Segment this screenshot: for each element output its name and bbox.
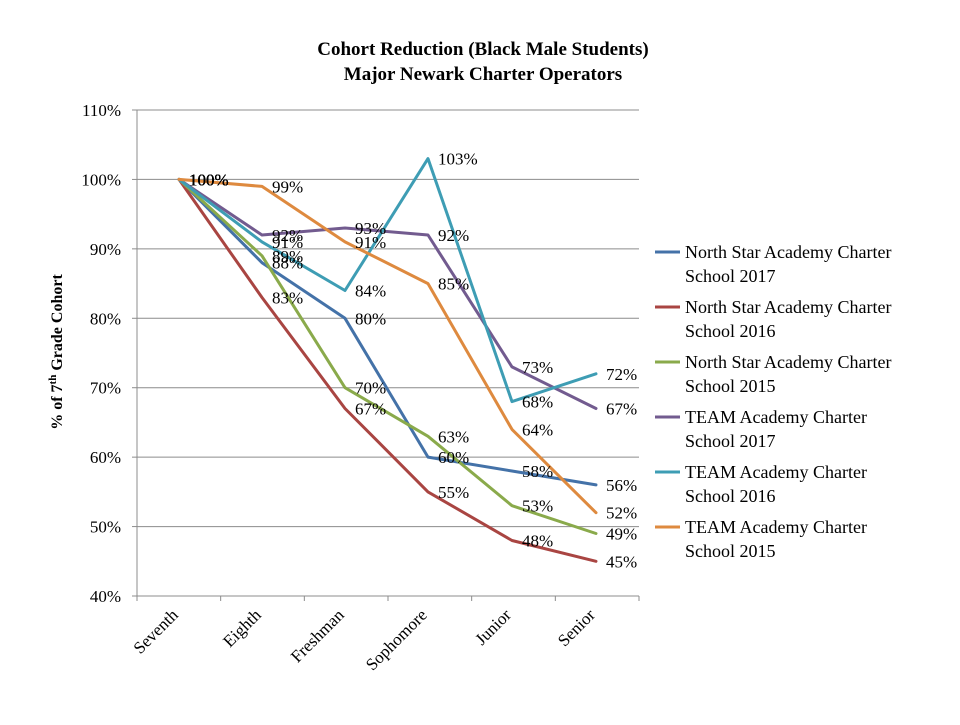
data-label: 88% xyxy=(272,254,303,273)
chart-title-line-1: Cohort Reduction (Black Male Students) xyxy=(317,39,648,60)
data-label: 80% xyxy=(355,309,386,328)
data-label: 73% xyxy=(522,358,553,377)
y-axis-label-superscript: th xyxy=(47,375,59,385)
y-tick-label: 80% xyxy=(90,309,121,328)
data-label: 100% xyxy=(189,170,229,189)
data-label: 91% xyxy=(355,233,386,252)
data-label: 67% xyxy=(606,400,637,419)
data-label: 100% xyxy=(189,170,229,189)
y-tick-label: 60% xyxy=(90,448,121,467)
series-lines xyxy=(177,157,598,563)
data-label: 100% xyxy=(189,170,229,189)
data-label: 83% xyxy=(272,288,303,307)
data-label: 100% xyxy=(189,170,229,189)
series-line xyxy=(177,157,598,404)
x-tick-labels: Seventh Eighth Freshman Sophomore Junior Seni… xyxy=(130,605,599,674)
y-tick-label: 70% xyxy=(90,379,121,398)
series-line xyxy=(177,177,598,487)
y-tick-label: 100% xyxy=(81,170,121,189)
x-tick-label: Eighth xyxy=(219,605,265,651)
data-label: 67% xyxy=(355,400,386,419)
legend-entry-label: TEAM Academy Charter xyxy=(685,407,867,427)
legend-entry-label: North Star Academy Charter xyxy=(685,297,891,317)
data-label: 45% xyxy=(606,552,637,571)
legend: North Star Academy Charter School 2017 Nor… xyxy=(655,242,891,561)
data-labels: 100%88%80%60%58%56%100%83%67%55%48%45%10… xyxy=(189,150,637,572)
data-label: 89% xyxy=(272,247,303,266)
data-label: 100% xyxy=(189,170,229,189)
series-line xyxy=(177,177,598,515)
x-tick-label: Freshman xyxy=(287,605,348,666)
series-line xyxy=(177,177,598,535)
data-label: 48% xyxy=(522,531,553,550)
data-label: 49% xyxy=(606,525,637,544)
data-label: 63% xyxy=(438,427,469,446)
data-label: 52% xyxy=(606,504,637,523)
data-label: 92% xyxy=(272,226,303,245)
data-label: 56% xyxy=(606,476,637,495)
y-axis-label: % of 7th Grade Cohort xyxy=(47,274,66,430)
chart-title: Cohort Reduction (Black Male Students) M… xyxy=(317,39,648,85)
x-tick-label: Seventh xyxy=(130,605,183,658)
x-tick-label: Sophomore xyxy=(362,605,431,674)
series-line xyxy=(177,177,598,410)
data-label: 55% xyxy=(438,483,469,502)
y-axis-label-prefix: % of 7 xyxy=(49,384,66,429)
x-tick-label: Junior xyxy=(471,605,515,649)
data-label: 103% xyxy=(438,150,478,169)
legend-entry-label: TEAM Academy Charter xyxy=(685,517,867,537)
data-label: 84% xyxy=(355,282,386,301)
data-label: 64% xyxy=(522,420,553,439)
data-label: 60% xyxy=(438,448,469,467)
x-tick-label: Senior xyxy=(554,605,599,650)
legend-entry-label: School 2016 xyxy=(685,486,776,506)
data-label: 93% xyxy=(355,219,386,238)
y-tick-label: 90% xyxy=(90,240,121,259)
chart-title-line-2: Major Newark Charter Operators xyxy=(344,64,622,85)
data-label: 68% xyxy=(522,393,553,412)
y-tick-label: 40% xyxy=(90,587,121,606)
axes xyxy=(132,109,640,601)
legend-entry-label: North Star Academy Charter xyxy=(685,352,891,372)
legend-entry-label: School 2017 xyxy=(685,266,776,286)
series-line xyxy=(177,177,598,563)
data-label: 70% xyxy=(355,379,386,398)
legend-entry-label: School 2015 xyxy=(685,376,776,396)
data-label: 99% xyxy=(272,177,303,196)
data-label: 92% xyxy=(438,226,469,245)
legend-entry-label: School 2016 xyxy=(685,321,776,341)
legend-entry-label: School 2015 xyxy=(685,541,776,561)
data-label: 58% xyxy=(522,462,553,481)
data-label: 91% xyxy=(272,233,303,252)
y-tick-labels: 40% 50% 60% 70% 80% 90% 100% 110% xyxy=(81,101,121,606)
data-label: 85% xyxy=(438,275,469,294)
y-tick-label: 110% xyxy=(82,101,121,120)
data-label: 100% xyxy=(189,170,229,189)
legend-entry-label: School 2017 xyxy=(685,431,776,451)
data-label: 72% xyxy=(606,365,637,384)
data-label: 53% xyxy=(522,497,553,516)
y-axis-label-suffix: Grade Cohort xyxy=(49,274,66,375)
legend-entry-label: North Star Academy Charter xyxy=(685,242,891,262)
legend-entry-label: TEAM Academy Charter xyxy=(685,462,867,482)
y-tick-label: 50% xyxy=(90,518,121,537)
